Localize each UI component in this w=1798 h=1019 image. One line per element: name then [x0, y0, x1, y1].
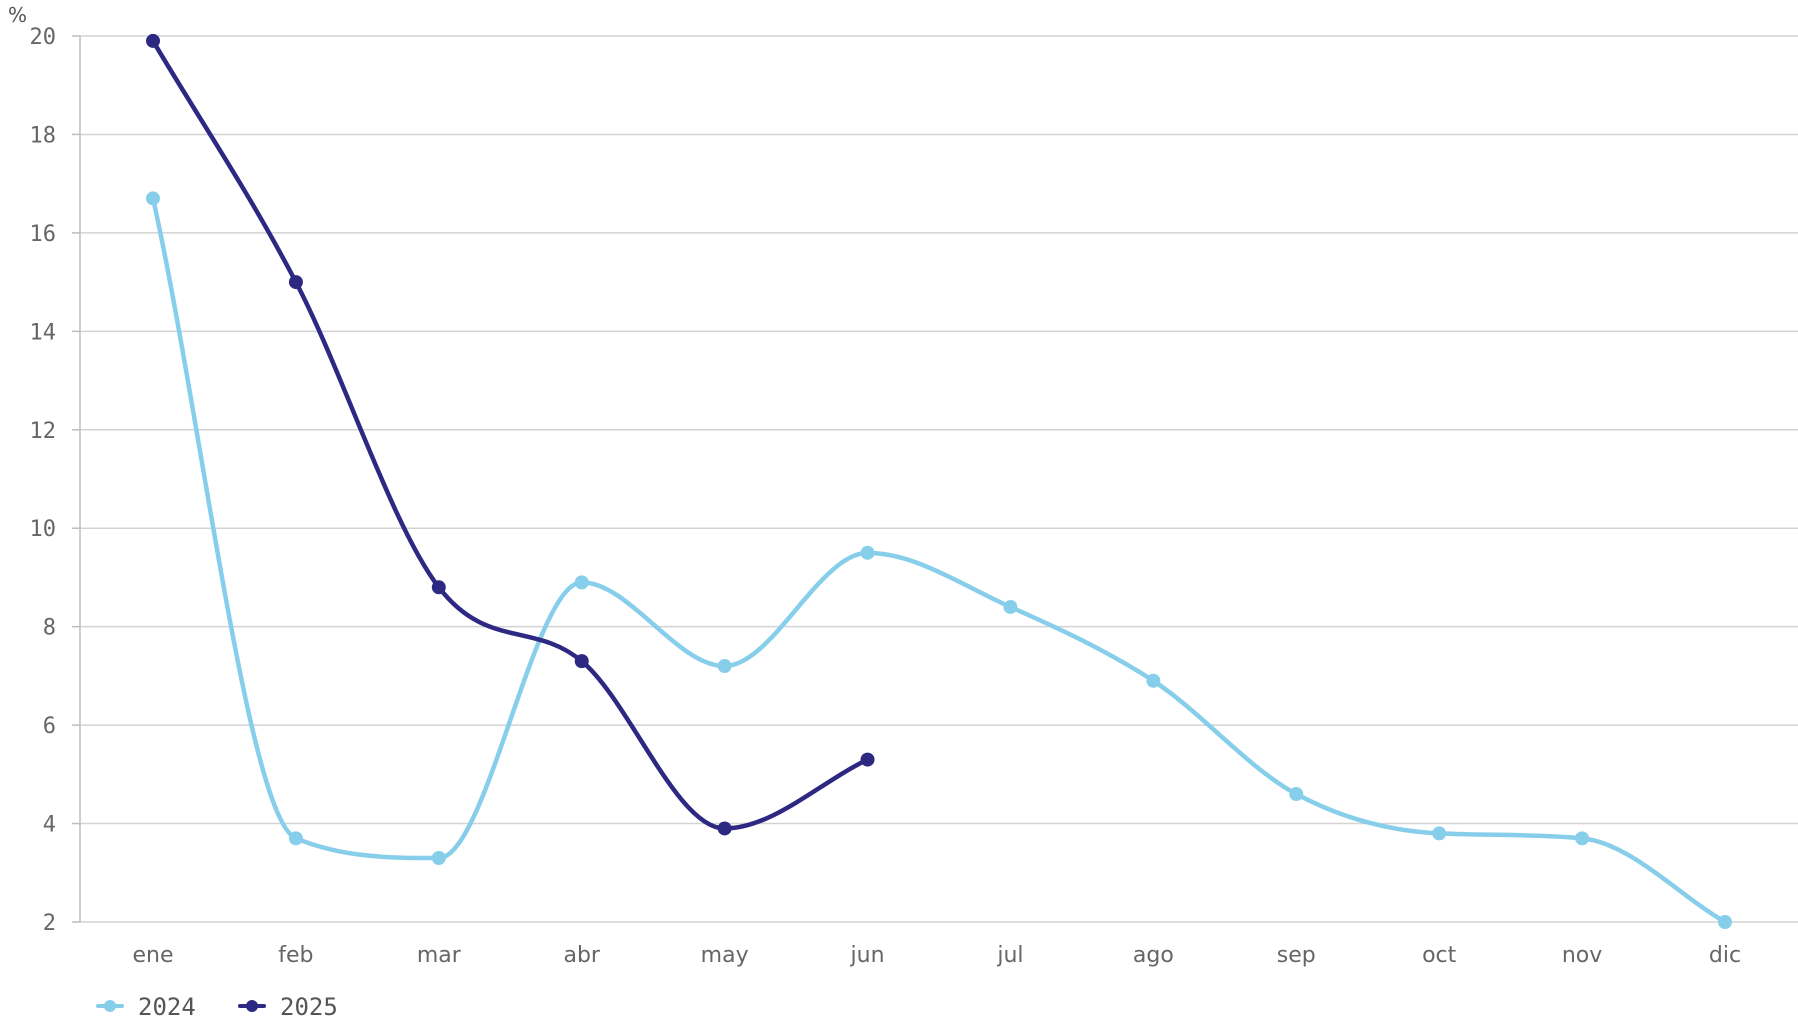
data-point[interactable]	[860, 752, 875, 767]
data-point[interactable]	[1575, 831, 1590, 846]
legend-swatch-marker	[104, 1000, 116, 1012]
data-point[interactable]	[574, 654, 589, 669]
x-tick-label: jul	[996, 943, 1023, 968]
data-point[interactable]	[288, 275, 303, 290]
data-point[interactable]	[717, 659, 732, 674]
y-tick-label: 2	[43, 911, 56, 936]
x-tick-label: nov	[1562, 943, 1602, 968]
data-point[interactable]	[574, 575, 589, 590]
legend-swatch-marker	[246, 1000, 258, 1012]
legend-label: 2025	[280, 993, 338, 1019]
series-2024	[146, 191, 1732, 929]
x-tick-label: ene	[132, 943, 173, 968]
data-point[interactable]	[1146, 673, 1161, 688]
data-point[interactable]	[1718, 915, 1732, 929]
data-point[interactable]	[860, 545, 875, 560]
data-point[interactable]	[717, 821, 732, 836]
y-tick-label: 18	[30, 123, 57, 148]
data-point[interactable]	[431, 580, 446, 595]
y-tick-label: 16	[30, 222, 57, 247]
x-tick-label: feb	[278, 943, 313, 968]
data-point[interactable]	[431, 851, 446, 866]
y-tick-label: 20	[30, 25, 57, 50]
x-tick-label: abr	[563, 943, 600, 968]
data-point[interactable]	[146, 191, 160, 206]
x-tick-label: ago	[1133, 943, 1174, 968]
series-line-2024	[150, 196, 1728, 925]
legend-item-2024[interactable]: 2024	[96, 993, 196, 1019]
x-tick-label: may	[701, 943, 749, 968]
series-lines	[146, 33, 1732, 929]
data-point[interactable]	[288, 831, 303, 846]
data-point[interactable]	[1432, 826, 1447, 841]
legend: 2024 2025	[96, 993, 338, 1019]
x-tick-label: mar	[417, 943, 462, 968]
gridlines	[80, 35, 1798, 923]
data-point[interactable]	[1289, 787, 1304, 802]
x-tick-label: oct	[1422, 943, 1457, 968]
x-tick-label: sep	[1277, 943, 1316, 968]
data-point[interactable]	[146, 33, 160, 48]
legend-item-2025[interactable]: 2025	[238, 993, 338, 1019]
axes: 2 4 6 8 10 12 14 16 18 20 ene feb mar abr may jun jul ago…	[30, 25, 1742, 968]
y-axis-unit-label: %	[8, 3, 27, 27]
y-tick-label: 6	[43, 714, 56, 739]
y-tick-label: 10	[30, 517, 57, 542]
x-tick-label: jun	[850, 943, 885, 968]
legend-label: 2024	[138, 993, 196, 1019]
y-tick-label: 14	[30, 320, 57, 345]
y-tick-label: 4	[43, 813, 56, 838]
series-2025	[146, 33, 875, 836]
y-tick-label: 12	[30, 419, 57, 444]
x-tick-label: dic	[1709, 943, 1741, 968]
series-line-2025	[150, 38, 870, 831]
data-point[interactable]	[1003, 599, 1018, 614]
y-tick-label: 8	[43, 616, 56, 641]
